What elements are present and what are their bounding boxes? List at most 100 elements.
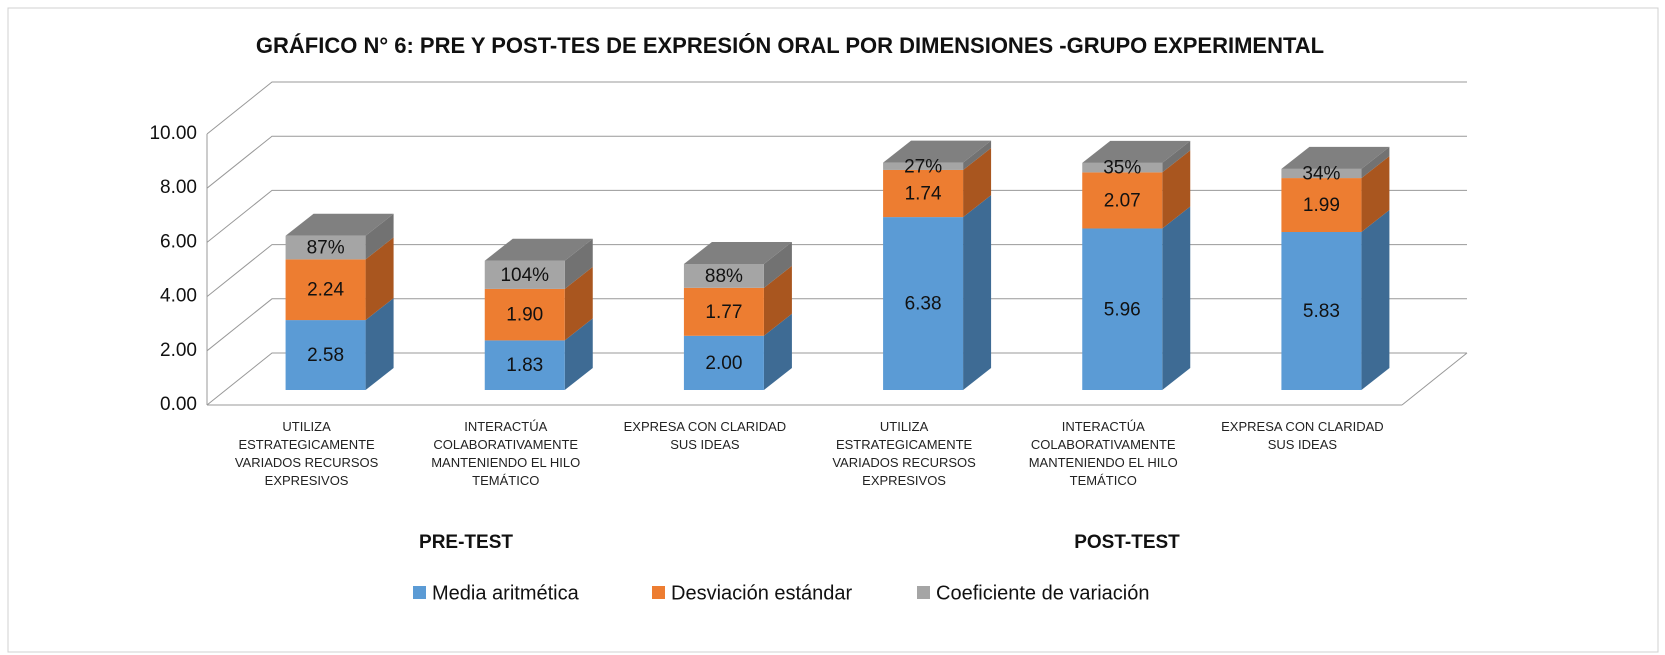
bar-side	[365, 237, 394, 321]
bar-front	[484, 260, 565, 289]
bar-side	[564, 238, 593, 289]
x-tick-label: UTILIZA ESTRATEGICAMENTE VARIADOS RECURS…	[234, 419, 379, 488]
bar-side	[564, 266, 593, 341]
group-label: PRE-TEST	[419, 532, 513, 553]
bar-front	[1082, 172, 1163, 229]
bar-front	[1281, 168, 1362, 179]
bar-front	[484, 340, 565, 390]
bar-top	[484, 238, 593, 261]
bar-front	[285, 259, 366, 321]
y-tick-label: 8.00	[160, 177, 197, 198]
group-label: POST-TEST	[1074, 532, 1180, 553]
x-tick-label: EXPRESA CON CLARIDAD SUS IDEAS	[623, 419, 787, 452]
x-tick-label: UTILIZA ESTRATEGICAMENTE VARIADOS RECURS…	[832, 419, 976, 488]
bar-segment	[883, 140, 992, 170]
legend-label: Media aritmética	[432, 582, 580, 604]
bar-front	[883, 162, 964, 170]
bar-side	[564, 318, 593, 390]
bar-side	[1361, 156, 1390, 233]
bar-side	[1162, 140, 1191, 173]
bar-segment	[285, 237, 394, 321]
data-label: 5.83	[1303, 301, 1340, 322]
bar-front	[883, 217, 964, 390]
grid-line	[206, 352, 1467, 406]
x-tick-label: INTERACTÚA COLABORATIVAMENTE MANTENIENDO…	[1028, 419, 1178, 488]
bar-segment	[285, 298, 394, 390]
bar-front	[285, 235, 366, 260]
bar-top	[883, 140, 992, 163]
bar-front	[1281, 232, 1362, 390]
bar-segment	[484, 238, 593, 289]
bar-segment	[1082, 150, 1191, 229]
bar-side	[365, 213, 394, 260]
legend-swatch	[652, 586, 665, 599]
y-tick-label: 4.00	[160, 286, 197, 307]
bar-top	[683, 241, 792, 264]
bar-side	[365, 298, 394, 390]
bar-top	[285, 213, 394, 236]
data-label: 1.83	[506, 355, 543, 376]
data-label: 27%	[904, 156, 942, 177]
data-label: 5.96	[1104, 299, 1141, 320]
bar-side	[963, 147, 992, 218]
x-tick-label: INTERACTÚA COLABORATIVAMENTE MANTENIENDO…	[431, 419, 581, 488]
bar-top	[1082, 140, 1191, 163]
data-label: 2.58	[307, 345, 344, 366]
data-label: 6.38	[905, 294, 942, 315]
bar-segment	[484, 318, 593, 390]
grid-line	[206, 135, 1467, 189]
y-tick-label: 6.00	[160, 231, 197, 252]
bar-front	[683, 263, 764, 288]
bar-front	[1082, 162, 1163, 173]
bar-front	[484, 288, 565, 341]
bar-segment	[1281, 156, 1390, 233]
data-label: 2.07	[1104, 190, 1141, 211]
bar-segment	[683, 241, 792, 288]
bar-front	[683, 335, 764, 390]
data-label: 88%	[705, 266, 743, 287]
bar-segment	[883, 195, 992, 390]
grid-line	[206, 244, 1467, 297]
y-tick-label: 2.00	[160, 340, 197, 361]
bar-side	[763, 265, 792, 336]
grid-line	[206, 298, 1467, 352]
data-label: 1.77	[705, 302, 742, 323]
data-label: 1.90	[506, 305, 543, 326]
grid-line	[206, 189, 1467, 243]
data-label: 35%	[1103, 158, 1141, 179]
y-tick-label: 0.00	[160, 394, 197, 415]
bar-top	[1281, 146, 1390, 169]
bar-side	[763, 241, 792, 288]
bar-front	[1281, 178, 1362, 233]
data-label: 1.99	[1303, 195, 1340, 216]
chart-border	[7, 7, 1659, 653]
data-label: 104%	[500, 265, 549, 286]
bar-side	[1361, 146, 1390, 179]
bar-side	[1361, 210, 1390, 390]
bar-side	[763, 313, 792, 390]
bar-segment	[1281, 210, 1390, 390]
floor-edge	[1401, 352, 1468, 406]
bar-segment	[1082, 206, 1191, 390]
bar-front	[1082, 228, 1163, 390]
bar-segment	[1281, 146, 1390, 179]
grid-line	[206, 81, 1467, 135]
x-tick-label: EXPRESA CON CLARIDAD SUS IDEAS	[1221, 419, 1384, 452]
bar-segment	[484, 266, 593, 341]
legend-label: Coeficiente de variación	[936, 582, 1149, 604]
bar-side	[1162, 150, 1191, 229]
data-label: 2.24	[307, 280, 344, 301]
data-label: 2.00	[705, 353, 742, 374]
bar-side	[1162, 206, 1191, 390]
bar-front	[683, 287, 764, 336]
bar-segment	[285, 213, 394, 260]
chart-title: GRÁFICO N° 6: PRE Y POST-TES DE EXPRESIÓ…	[256, 33, 1324, 58]
legend-swatch	[413, 586, 426, 599]
data-label: 1.74	[905, 184, 942, 205]
bar-side	[963, 195, 992, 390]
bar-segment	[1082, 140, 1191, 173]
bar-front	[883, 169, 964, 218]
data-label: 87%	[307, 238, 345, 259]
legend-label: Desviación estándar	[671, 582, 853, 604]
bar-segment	[883, 147, 992, 218]
